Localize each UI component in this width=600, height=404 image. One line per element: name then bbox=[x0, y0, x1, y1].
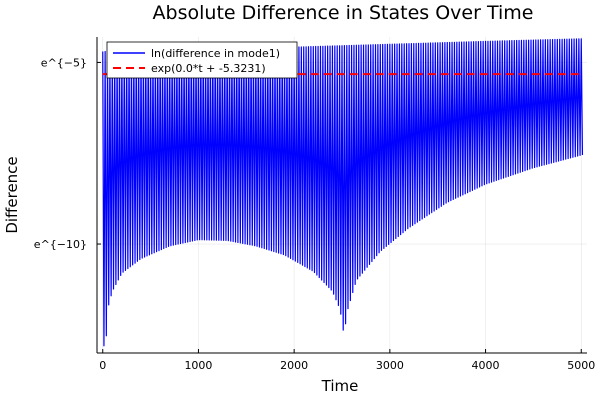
legend-label-0: ln(difference in mode1) bbox=[151, 47, 280, 60]
y-tick-label: e^{−5} bbox=[41, 56, 87, 69]
legend-box bbox=[106, 41, 298, 79]
y-axis-label: Difference bbox=[3, 156, 21, 233]
x-axis-label: Time bbox=[321, 377, 359, 395]
x-tick-label: 3000 bbox=[376, 359, 404, 372]
y-tick-label: e^{−10} bbox=[34, 238, 87, 251]
series-line-0 bbox=[102, 38, 584, 347]
x-tick-label: 5000 bbox=[567, 359, 595, 372]
x-tick-label: 4000 bbox=[472, 359, 500, 372]
x-tick-label: 1000 bbox=[184, 359, 212, 372]
chart-title: Absolute Difference in States Over Time bbox=[153, 2, 534, 24]
x-tick-label: 0 bbox=[99, 359, 106, 372]
axes: 0 1000 2000 3000 4000 5000 e^{−5} e^{−10} bbox=[34, 37, 595, 372]
x-tick-label: 2000 bbox=[280, 359, 308, 372]
legend: ln(difference in mode1) exp(0.0*t + -5.32… bbox=[106, 41, 298, 79]
legend-label-1: exp(0.0*t + -5.3231) bbox=[151, 62, 266, 75]
series-layer bbox=[102, 38, 584, 347]
